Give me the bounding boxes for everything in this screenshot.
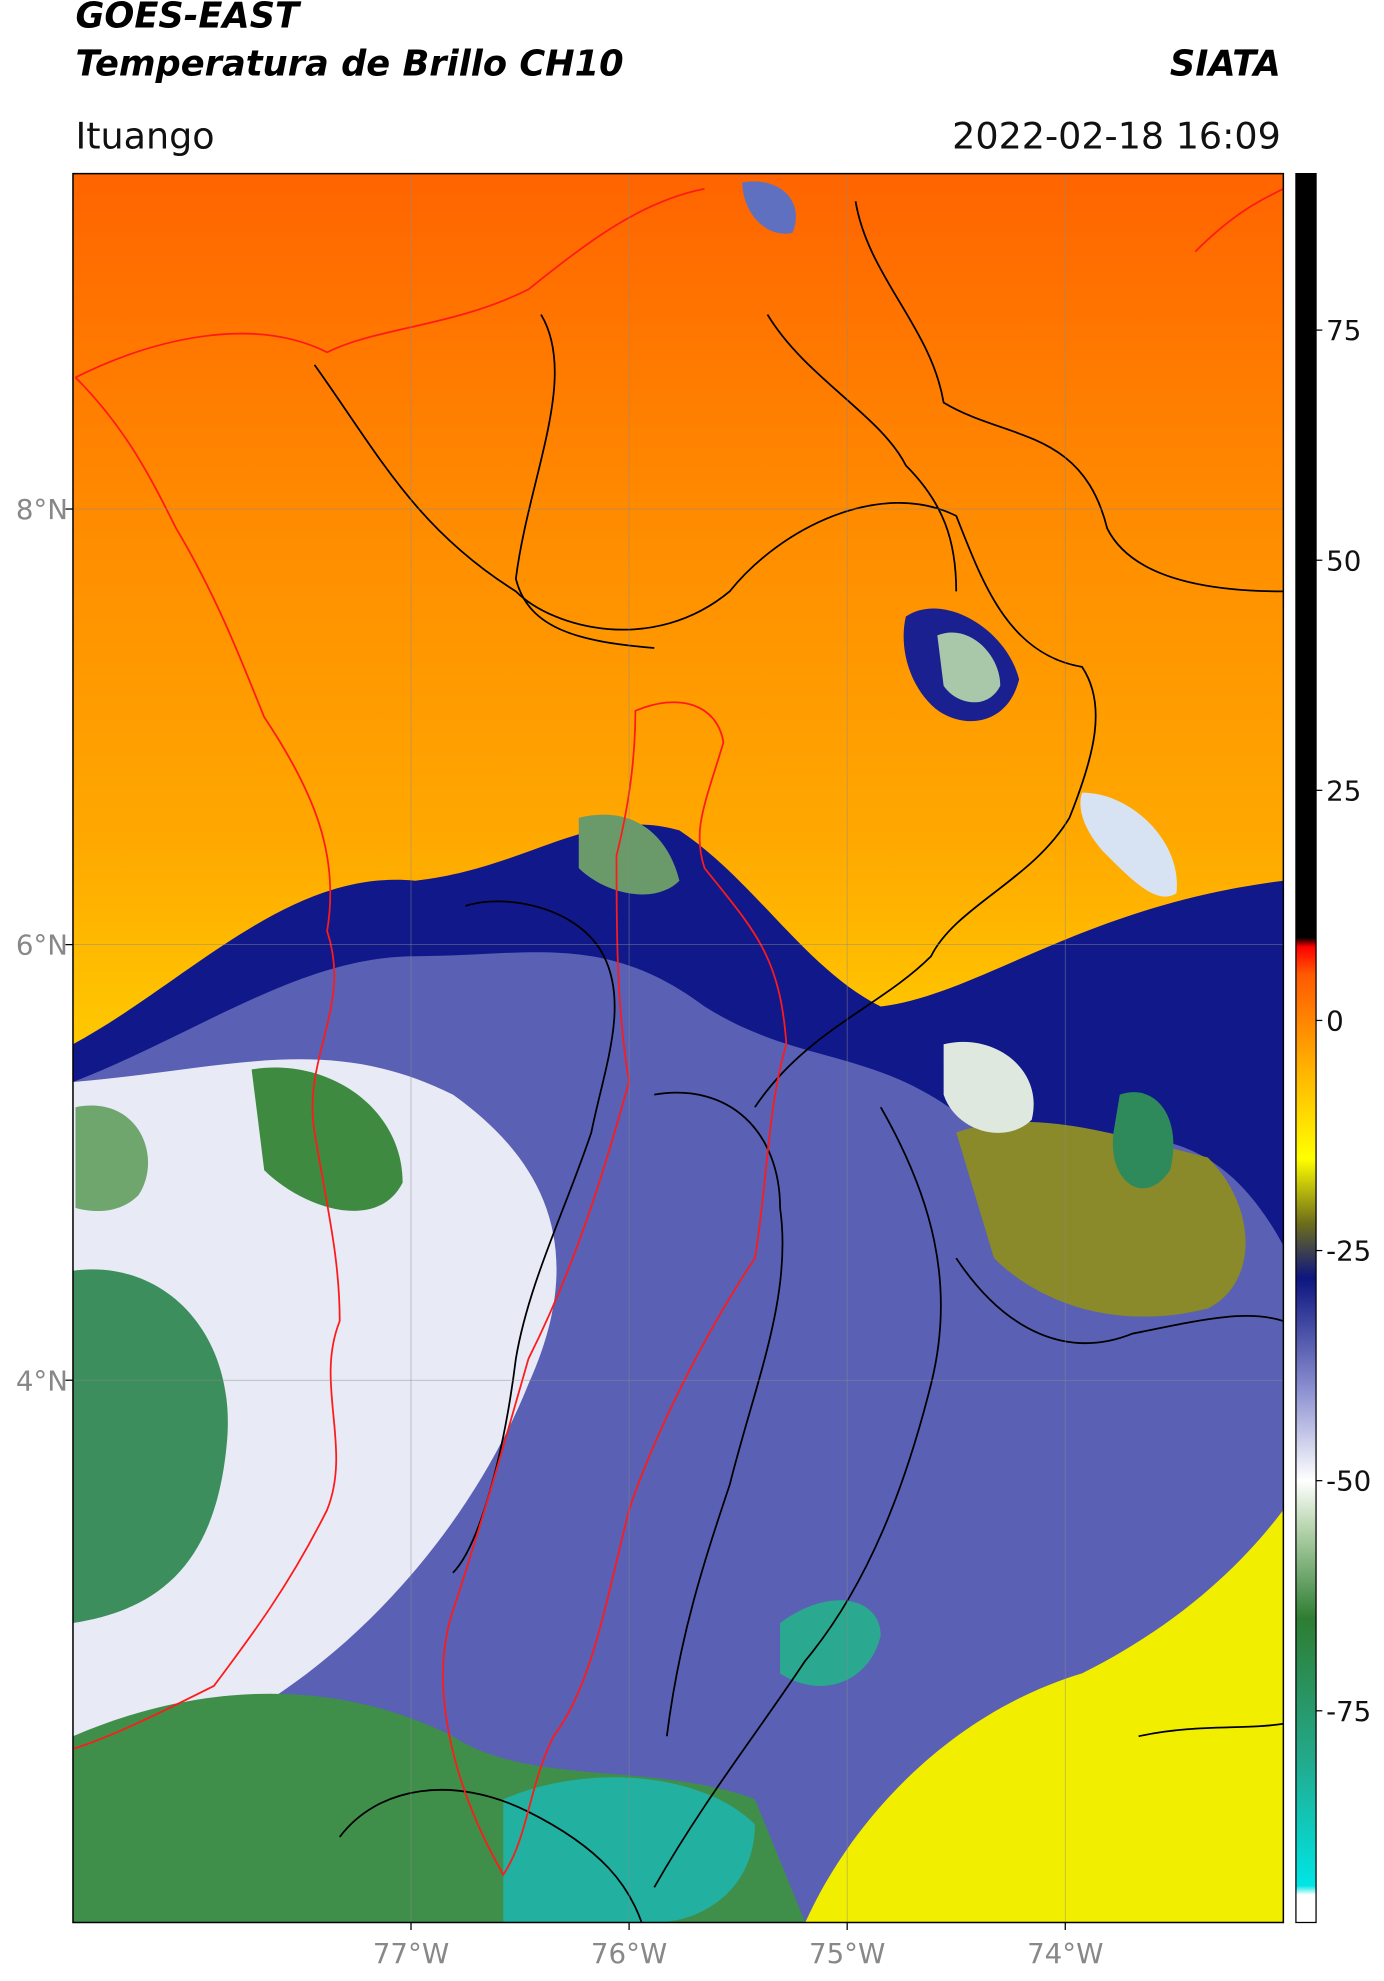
- x-tick-label: 75°W: [809, 1937, 885, 1970]
- x-tick-label: 77°W: [373, 1937, 449, 1970]
- source: SIATA: [1170, 43, 1281, 84]
- colorbar-tick-label: 75: [1326, 314, 1361, 347]
- colorbar-fill: [1295, 172, 1317, 1924]
- datetime: 2022-02-18 16:09: [952, 114, 1281, 157]
- colorbar-tick-label: -75: [1326, 1695, 1371, 1728]
- subtitle: Temperatura de Brillo CH10: [75, 43, 623, 84]
- colorbar-tick-label: 0: [1326, 1005, 1344, 1038]
- y-tick-label: 6°N: [16, 929, 68, 962]
- location: Ituango: [75, 114, 214, 157]
- x-tick-label: 76°W: [591, 1937, 667, 1970]
- map-frame: [72, 172, 1285, 1924]
- colorbar-tick-label: -50: [1326, 1465, 1371, 1498]
- colorbar: -75 -50 -25 0 25 50 75: [1295, 172, 1371, 1924]
- y-tick-label: 8°N: [16, 493, 68, 526]
- x-tick-label: 74°W: [1027, 1937, 1103, 1970]
- colorbar-tick-label: 50: [1326, 544, 1361, 577]
- borders: [72, 187, 1284, 1923]
- colorbar-tick-label: 25: [1326, 774, 1361, 807]
- y-tick-label: 4°N: [16, 1364, 68, 1397]
- title: GOES-EAST: [75, 0, 302, 37]
- grid: [72, 173, 1284, 1923]
- map-imagery: [72, 173, 1284, 1923]
- colorbar-tick-label: -25: [1326, 1235, 1371, 1268]
